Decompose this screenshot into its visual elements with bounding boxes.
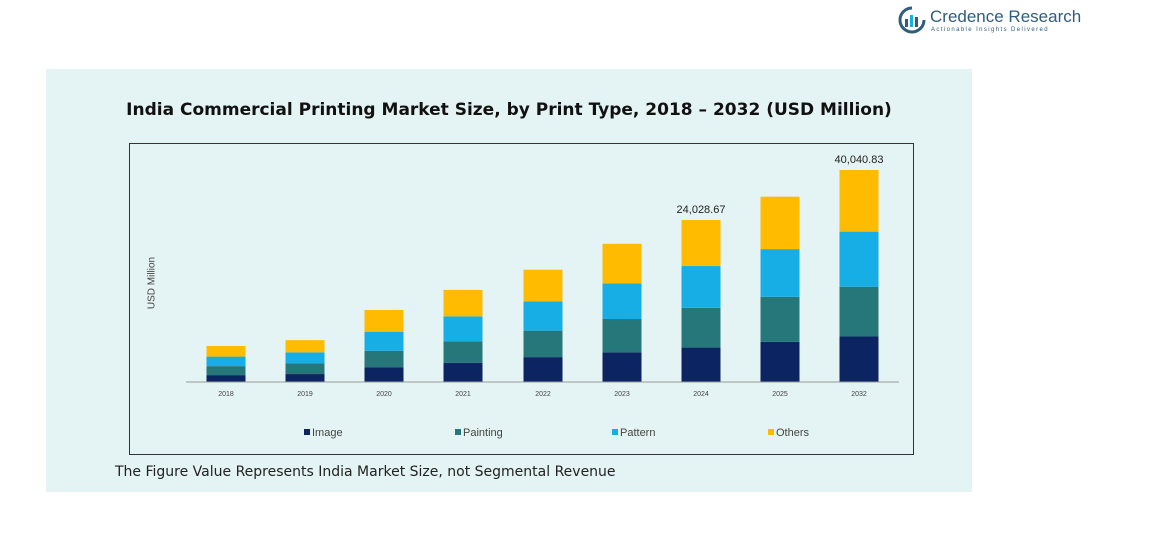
bar-pattern-2023 <box>602 283 642 319</box>
bar-others-2019 <box>285 340 325 353</box>
bar-image-2021 <box>443 362 483 382</box>
bar-pattern-2019 <box>285 352 325 364</box>
bar-image-2024 <box>681 347 721 382</box>
bar-others-2025 <box>760 196 800 250</box>
x-tick-label: 2032 <box>851 391 867 398</box>
bar-painting-2021 <box>443 341 483 363</box>
bar-pattern-2022 <box>523 301 563 331</box>
legend-item-others: Others <box>768 427 809 439</box>
bar-pattern-2024 <box>681 266 721 308</box>
bar-image-2019 <box>285 374 325 382</box>
bar-others-2022 <box>523 269 563 302</box>
bar-painting-2032 <box>839 286 879 337</box>
bar-image-2018 <box>206 375 246 382</box>
x-tick-label: 2022 <box>535 391 551 398</box>
bar-painting-2025 <box>760 296 800 342</box>
x-tick-label: 2023 <box>614 391 630 398</box>
bar-painting-2018 <box>206 366 246 376</box>
x-tick-label: 2024 <box>693 391 709 398</box>
bar-pattern-2025 <box>760 249 800 297</box>
legend-swatch <box>455 429 461 436</box>
legend-swatch <box>304 429 310 436</box>
bar-image-2023 <box>602 352 642 382</box>
bar-others-2023 <box>602 243 642 284</box>
bar-image-2020 <box>364 367 404 382</box>
bar-pattern-2018 <box>206 356 246 367</box>
bar-pattern-2021 <box>443 316 483 342</box>
x-tick-label: 2019 <box>297 391 313 398</box>
bar-painting-2020 <box>364 350 404 368</box>
x-tick-label: 2025 <box>772 391 788 398</box>
bar-image-2022 <box>523 357 563 382</box>
legend-item-painting: Painting <box>455 427 503 439</box>
x-tick-label: 2018 <box>218 391 234 398</box>
data-label-2024: 24,028.67 <box>677 204 726 216</box>
legend-label: Others <box>776 427 810 439</box>
brand-name: Credence Research <box>930 7 1082 26</box>
x-tick-label: 2021 <box>455 391 471 398</box>
chart-title: India Commercial Printing Market Size, b… <box>126 100 892 120</box>
data-label-2032: 40,040.83 <box>835 154 884 166</box>
brand-logo: Credence Research Actionable Insights De… <box>898 6 1088 36</box>
bar-image-2025 <box>760 341 800 382</box>
bar-others-2032 <box>839 170 879 232</box>
bar-pattern-2032 <box>839 231 879 287</box>
bar-pattern-2020 <box>364 331 404 351</box>
footnote: The Figure Value Represents India Market… <box>115 464 616 480</box>
bar-painting-2019 <box>285 363 325 375</box>
legend-label: Pattern <box>620 427 656 439</box>
legend-swatch <box>768 429 774 436</box>
bar-others-2021 <box>443 289 483 317</box>
logo-mark-icon <box>898 6 926 34</box>
bar-image-2032 <box>839 336 879 382</box>
legend-label: Painting <box>463 427 503 439</box>
brand-tagline: Actionable Insights Delivered <box>931 27 1049 33</box>
legend-item-image: Image <box>304 427 343 439</box>
bar-painting-2023 <box>602 318 642 353</box>
legend-item-pattern: Pattern <box>612 427 655 439</box>
bar-painting-2022 <box>523 330 563 358</box>
x-tick-label: 2020 <box>376 391 392 398</box>
bar-painting-2024 <box>681 307 721 348</box>
legend-label: Image <box>312 427 343 439</box>
bar-others-2018 <box>206 345 246 357</box>
bar-others-2020 <box>364 309 404 332</box>
legend-swatch <box>612 429 618 436</box>
bar-others-2024 <box>681 219 721 267</box>
